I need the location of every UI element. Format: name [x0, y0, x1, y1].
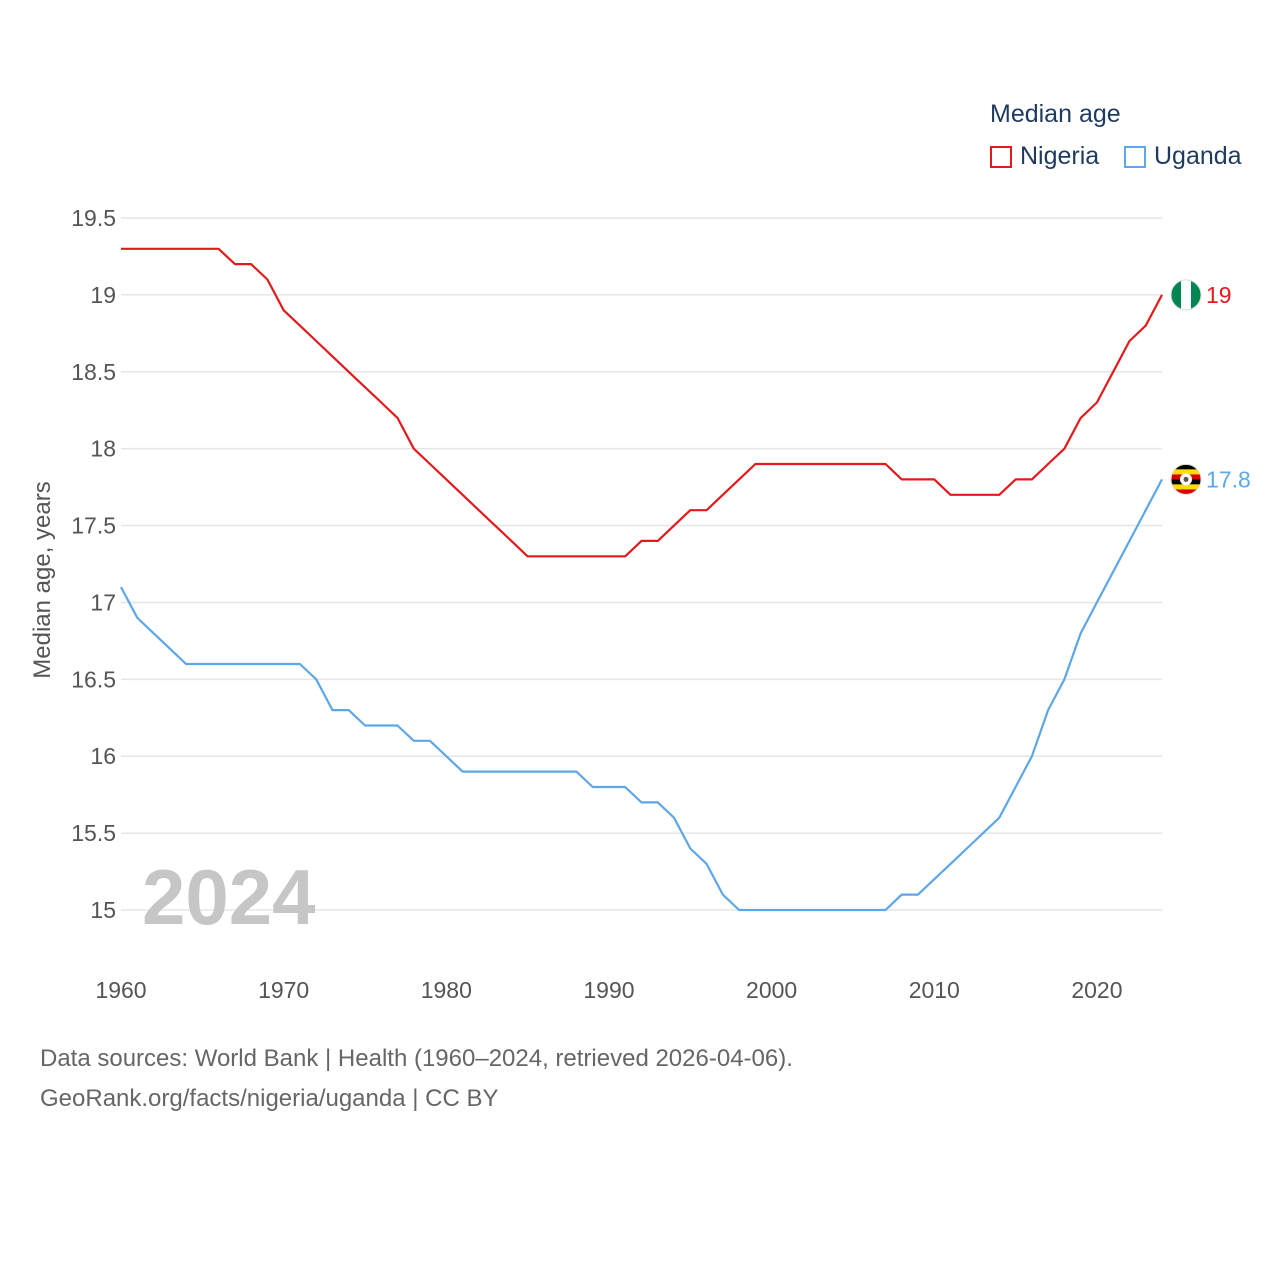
y-tick-label: 16.5	[71, 666, 116, 692]
grid-lines	[121, 217, 1162, 911]
x-tick-label: 1980	[421, 977, 472, 1003]
series-line-uganda[interactable]	[120, 478, 1163, 912]
x-tick-label: 1970	[258, 977, 309, 1003]
y-tick-label: 18	[90, 436, 116, 462]
legend-swatch-nigeria	[990, 145, 1012, 168]
series-lines	[120, 247, 1163, 912]
nigeria-flag-icon	[1170, 279, 1202, 311]
y-tick-label: 17.5	[71, 513, 116, 539]
legend-title: Median age	[990, 100, 1121, 128]
legend-swatch-uganda	[1124, 145, 1146, 168]
legend-item-uganda[interactable]: Uganda	[1124, 142, 1242, 171]
end-value-label-nigeria: 19	[1206, 282, 1232, 308]
legend-item-nigeria[interactable]: Nigeria	[990, 142, 1099, 171]
x-axis-ticks: 1960 1970 1980 1990 2000 2010 2020	[95, 977, 1122, 1003]
legend-label-uganda: Uganda	[1154, 142, 1242, 170]
uganda-flag-icon	[1170, 463, 1202, 495]
year-overlay: 2024	[142, 853, 316, 941]
y-tick-label: 19.5	[71, 205, 116, 231]
x-tick-label: 1990	[583, 977, 634, 1003]
x-tick-label: 1960	[95, 977, 146, 1003]
y-tick-label: 16	[90, 743, 116, 769]
y-tick-label: 17	[90, 589, 116, 615]
series-line-nigeria[interactable]	[121, 247, 1163, 558]
x-tick-label: 2000	[746, 977, 797, 1003]
y-tick-label: 15	[90, 897, 116, 923]
series-end-markers: 19 17.8	[1170, 279, 1251, 495]
source-line-1: Data sources: World Bank | Health (1960–…	[40, 1045, 793, 1072]
y-axis-ticks: 15 15.5 16 16.5 17 17.5 18 18.5 19 19.5	[71, 205, 116, 923]
x-tick-label: 2020	[1071, 977, 1122, 1003]
legend-label-nigeria: Nigeria	[1020, 142, 1100, 170]
y-tick-label: 15.5	[71, 820, 116, 846]
y-axis-label: Median age, years	[29, 481, 56, 679]
end-value-label-uganda: 17.8	[1206, 466, 1251, 492]
y-tick-label: 19	[90, 282, 116, 308]
y-tick-label: 18.5	[71, 359, 116, 385]
source-line-2[interactable]: GeoRank.org/facts/nigeria/uganda | CC BY	[40, 1085, 499, 1112]
x-tick-label: 2010	[909, 977, 960, 1003]
